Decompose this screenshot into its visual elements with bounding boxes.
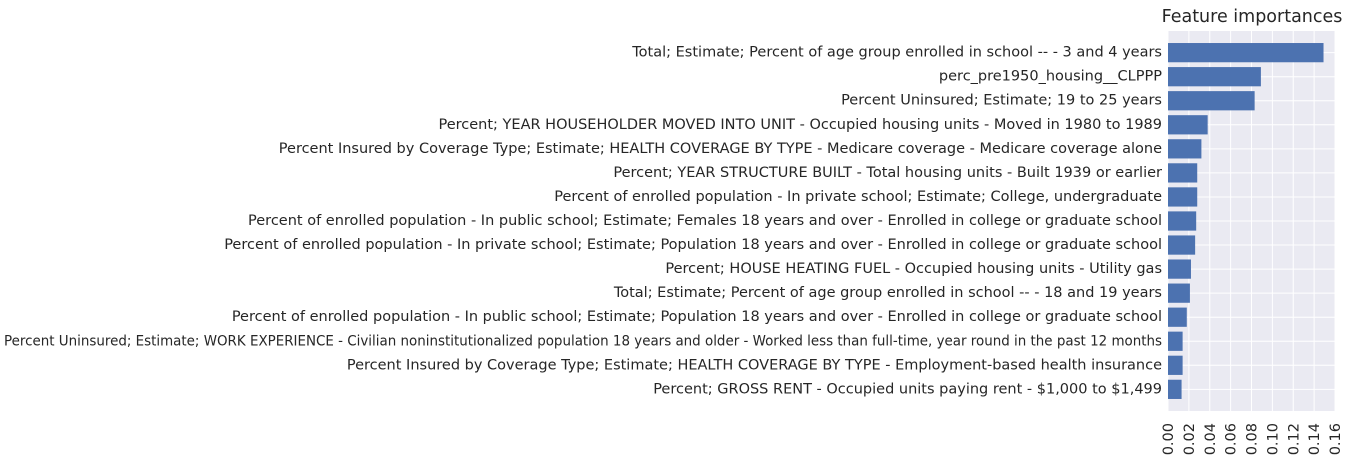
bar — [1168, 283, 1190, 303]
x-tick-label: 0.16 — [1328, 423, 1344, 455]
x-tick-labels: 0.00 0.02 0.04 0.06 0.08 0.10 0.12 0.14 0.16 — [1161, 423, 1344, 455]
category-label: Percent Insured by Coverage Type; Estima… — [347, 357, 1162, 373]
category-label: Percent; YEAR HOUSEHOLDER MOVED INTO UNI… — [439, 117, 1163, 133]
category-label: Total; Estimate; Percent of age group en… — [631, 45, 1162, 61]
bar — [1168, 307, 1187, 327]
category-label: Percent; YEAR STRUCTURE BUILT - Total ho… — [613, 165, 1162, 181]
x-tick-label: 0.04 — [1203, 423, 1219, 455]
bar — [1168, 163, 1198, 183]
bar — [1168, 115, 1208, 135]
bar — [1168, 235, 1196, 255]
bars — [1168, 43, 1324, 399]
bar — [1168, 43, 1324, 63]
bar — [1168, 355, 1183, 375]
bar — [1168, 331, 1183, 351]
category-label: Percent; GROSS RENT - Occupied units pay… — [653, 381, 1162, 397]
bar — [1168, 67, 1261, 87]
x-tick-label: 0.08 — [1245, 423, 1261, 455]
category-label: Percent Uninsured; Estimate; WORK EXPERI… — [4, 333, 1162, 349]
bar — [1168, 91, 1255, 111]
category-label: Total; Estimate; Percent of age group en… — [613, 285, 1162, 301]
bar — [1168, 211, 1197, 231]
category-label: Percent; HOUSE HEATING FUEL - Occupied h… — [665, 261, 1162, 277]
chart-title: Feature importances — [1162, 7, 1343, 27]
x-tick-label: 0.10 — [1265, 423, 1281, 455]
category-label: perc_pre1950_housing__CLPPP — [939, 69, 1162, 85]
category-label: Percent of enrolled population - In priv… — [554, 189, 1162, 205]
x-tick-label: 0.12 — [1286, 423, 1302, 455]
x-tick-label: 0.00 — [1161, 423, 1177, 455]
category-labels: Total; Estimate; Percent of age group en… — [4, 45, 1162, 398]
bar — [1168, 187, 1198, 207]
category-label: Percent of enrolled population - In priv… — [224, 237, 1162, 253]
bar — [1168, 259, 1191, 279]
category-label: Percent Uninsured; Estimate; 19 to 25 ye… — [841, 93, 1162, 109]
category-label: Percent Insured by Coverage Type; Estima… — [279, 141, 1162, 157]
x-tick-label: 0.14 — [1307, 423, 1323, 455]
x-tick-label: 0.06 — [1224, 423, 1240, 455]
bar — [1168, 379, 1182, 399]
bar — [1168, 139, 1202, 159]
x-tick-label: 0.02 — [1182, 423, 1198, 455]
category-label: Percent of enrolled population - In publ… — [232, 309, 1162, 325]
category-label: Percent of enrolled population - In publ… — [248, 213, 1162, 229]
